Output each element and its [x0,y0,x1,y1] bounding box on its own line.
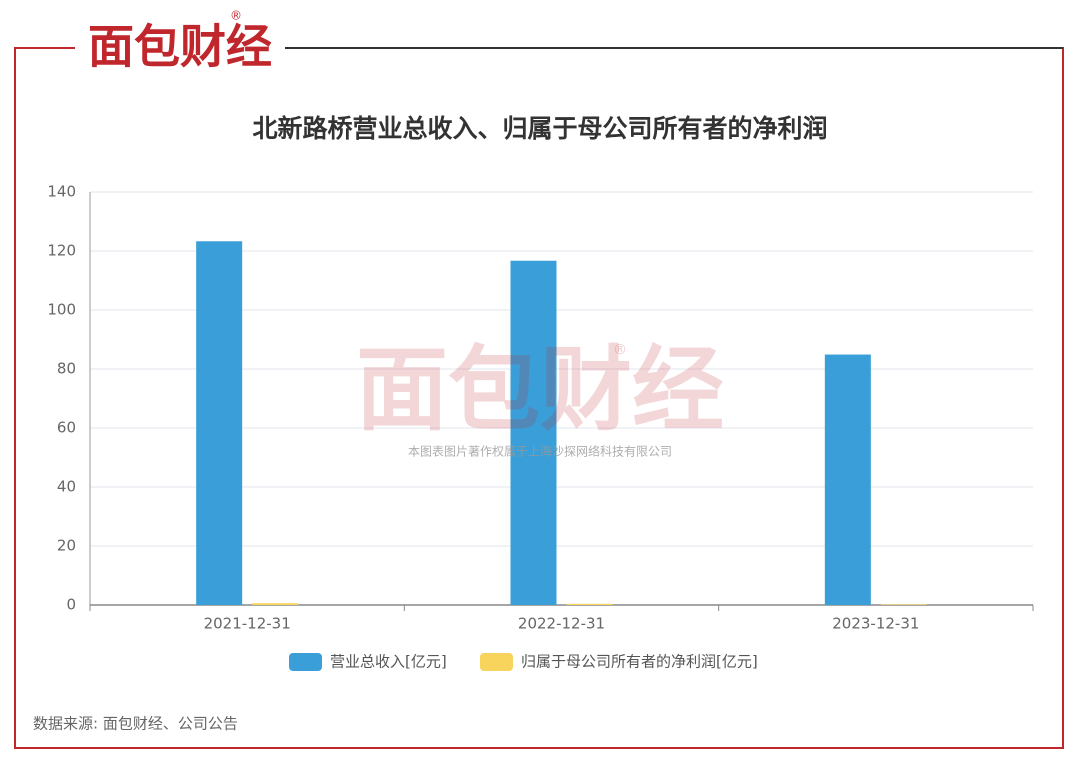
plot: 0 20 40 60 80 100 120 140 2021-12-31 2022-12-31 20… [47,183,1034,671]
source-note: 数据来源: 面包财经、公司公告 [33,715,238,733]
watermark-mark: ® [613,342,627,358]
watermark-logo: 面包财经 [356,336,724,443]
logo: 面包财经 [88,20,272,74]
x-tick-label: 2022-12-31 [518,615,605,633]
bar [252,603,299,605]
legend-swatch [480,653,513,671]
y-tick-label: 120 [47,242,76,260]
bar [510,260,557,605]
legend-label: 归属于母公司所有者的净利润[亿元] [521,653,758,671]
logo-mark: ® [230,9,242,23]
x-tick-label: 2023-12-31 [832,615,919,633]
y-tick-label: 20 [57,537,76,555]
bar [824,354,871,605]
y-tick-label: 0 [66,596,76,614]
y-tick-label: 80 [57,360,76,378]
legend-label: 营业总收入[亿元] [330,653,447,671]
bar [196,241,243,605]
legend-swatch [289,653,322,671]
y-tick-label: 140 [47,183,76,201]
y-tick-label: 40 [57,478,76,496]
logo-bg [75,20,285,76]
bar [880,604,927,605]
chart-title: 北新路桥营业总收入、归属于母公司所有者的净利润 [252,114,827,143]
y-tick-label: 60 [57,419,76,437]
bar [566,603,613,605]
x-tick-label: 2021-12-31 [204,615,291,633]
watermark-text: 本图表图片著作权属于上海沙探网络科技有限公司 [408,444,672,459]
y-tick-label: 100 [47,301,76,319]
